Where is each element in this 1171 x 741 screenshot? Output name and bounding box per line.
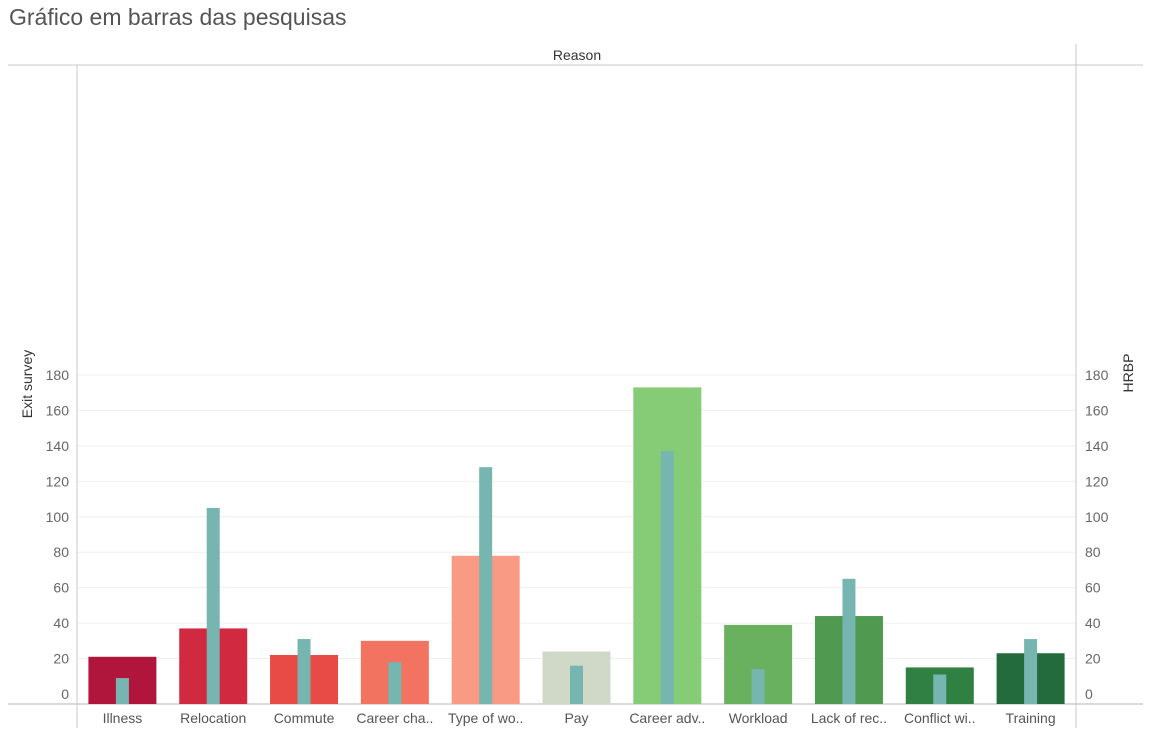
hrbp-bar [570,665,583,704]
chart-title: Gráfico em barras das pesquisas [9,4,347,30]
right-tick-label: 160 [1085,402,1109,418]
category-labels: Illness Relocation Commute Career cha.. Type… [103,710,1056,726]
hrbp-bar [1024,639,1038,704]
category-label: Conflict wi.. [904,710,976,726]
left-axis-label: Exit survey [19,350,35,418]
left-tick-label: 0 [61,686,69,702]
hrbp-bar [933,674,947,704]
right-tick-label: 40 [1085,615,1101,631]
category-label: Training [1006,710,1056,726]
category-label: Career adv.. [629,710,705,726]
bars [88,387,1065,704]
category-label: Career cha.. [356,710,433,726]
hrbp-bar [842,578,856,704]
right-tick-label: 180 [1085,367,1109,383]
chart-frame [8,44,1143,728]
left-tick-label: 120 [46,473,70,489]
left-tick-label: 180 [46,367,70,383]
right-tick-label: 0 [1085,686,1093,702]
hrbp-bar [115,678,129,704]
category-label: Illness [103,710,143,726]
category-label: Lack of rec.. [811,710,887,726]
right-axis-label: HRBP [1120,354,1136,393]
left-tick-label: 160 [46,402,70,418]
left-tick-label: 80 [53,544,69,560]
category-label: Pay [564,710,588,726]
category-label: Relocation [180,710,246,726]
left-tick-label: 40 [53,615,69,631]
right-tick-label: 80 [1085,544,1101,560]
right-axis-ticks: 0 20 40 60 80 100 120 140 160 180 [1085,367,1109,702]
hrbp-bar [660,451,674,704]
hrbp-bar [479,467,493,704]
right-tick-label: 20 [1085,651,1101,667]
column-header: Reason [553,47,601,63]
right-tick-label: 120 [1085,473,1109,489]
left-tick-label: 140 [46,438,70,454]
left-tick-label: 60 [53,580,69,596]
category-label: Workload [729,710,788,726]
hrbp-bar [297,639,311,704]
left-tick-label: 20 [53,651,69,667]
left-axis-ticks: 0 20 40 60 80 100 120 140 160 180 [46,367,70,702]
hrbp-bar [206,507,220,704]
gridlines [77,374,1076,660]
left-tick-label: 100 [46,509,70,525]
category-label: Type of wo.. [448,710,523,726]
right-tick-label: 60 [1085,580,1101,596]
right-tick-label: 100 [1085,509,1109,525]
category-label: Commute [274,710,335,726]
hrbp-bar [388,662,402,704]
right-tick-label: 140 [1085,438,1109,454]
hrbp-bar [751,669,765,704]
